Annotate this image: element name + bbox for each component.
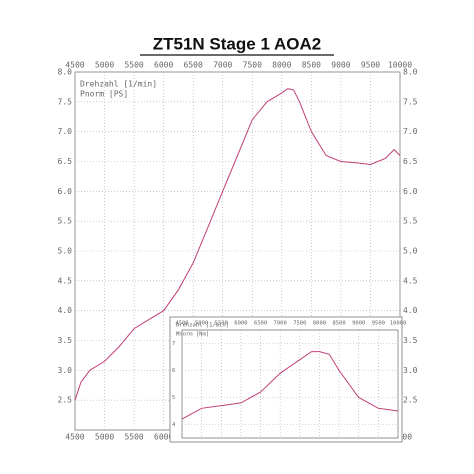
chart-title: ZT51N Stage 1 AOA2: [153, 34, 321, 53]
y-tick-label: 6: [172, 368, 175, 374]
y-tick-label: 5.0: [58, 247, 73, 256]
x-tick-label: 9000: [331, 61, 350, 70]
y-tick-label: 4.0: [403, 306, 418, 315]
x-tick-label: 5000: [195, 321, 208, 327]
x-tick-label: 8500: [302, 61, 321, 70]
x-tick-label: 5000: [95, 61, 114, 70]
x-tick-label: 6000: [234, 321, 247, 327]
y-tick-label: 4.5: [58, 276, 73, 285]
y-tick-label: 5.0: [403, 247, 418, 256]
y-tick-label: 2.5: [403, 396, 418, 405]
y-tick-label: 2.5: [58, 396, 73, 405]
y-tick-label: 3.0: [403, 366, 418, 375]
x-tick-label: 8500: [332, 321, 345, 327]
x-tick-label: 6500: [184, 61, 203, 70]
y-tick-label: 7.5: [403, 97, 418, 106]
y-tick-label: 6.0: [403, 187, 418, 196]
x-tick-label: 8000: [272, 61, 291, 70]
y-tick-label: 7.0: [403, 127, 418, 136]
y-tick-label: 3.0: [58, 366, 73, 375]
axis-label: Drehzahl [1/min]: [80, 80, 157, 89]
y-tick-label: 7: [172, 341, 175, 347]
axis-label: Mnorm [Nm]: [176, 332, 209, 338]
y-tick-label: 5.5: [403, 217, 418, 226]
x-tick-label: 5500: [124, 433, 143, 442]
x-tick-label: 10000: [388, 61, 412, 70]
y-tick-label: 5: [172, 395, 175, 401]
power-line: [181, 351, 399, 420]
x-tick-label: 7500: [293, 321, 306, 327]
y-tick-label: 5.5: [58, 217, 73, 226]
x-tick-label: 10000: [390, 321, 407, 327]
x-tick-label: 8000: [313, 321, 326, 327]
x-tick-label: 4500: [65, 433, 84, 442]
x-tick-label: 9500: [372, 321, 385, 327]
y-tick-label: 6.5: [403, 157, 418, 166]
axis-label: Drehzahl [1/min]: [176, 323, 229, 329]
x-tick-label: 7500: [243, 61, 262, 70]
y-tick-label: 6.0: [58, 187, 73, 196]
y-tick-label: 3.5: [58, 336, 73, 345]
y-tick-label: 7.5: [58, 97, 73, 106]
y-tick-label: 4.5: [403, 276, 418, 285]
x-tick-label: 7000: [274, 321, 287, 327]
y-tick-label: 6.5: [58, 157, 73, 166]
y-tick-label: 3.5: [403, 336, 418, 345]
x-tick-label: 9000: [352, 321, 365, 327]
power-line: [74, 88, 401, 401]
y-tick-label: 8.0: [58, 68, 73, 77]
x-tick-label: 6000: [154, 61, 173, 70]
y-tick-label: 4.0: [58, 306, 73, 315]
x-tick-label: 9500: [361, 61, 380, 70]
x-tick-label: 5000: [95, 433, 114, 442]
y-tick-label: 8.0: [403, 68, 418, 77]
y-tick-label: 4: [172, 422, 176, 428]
x-tick-label: 5500: [215, 321, 228, 327]
x-tick-label: 7000: [213, 61, 232, 70]
x-tick-label: 6500: [254, 321, 267, 327]
inset-panel: [169, 316, 403, 443]
x-tick-label: 5500: [124, 61, 143, 70]
x-tick-label: 6000: [154, 433, 173, 442]
x-tick-label: 4500: [65, 61, 84, 70]
y-tick-label: 7.0: [58, 127, 73, 136]
axis-label: Pnorm [PS]: [80, 90, 128, 99]
x-tick-label: 4500: [175, 321, 188, 327]
